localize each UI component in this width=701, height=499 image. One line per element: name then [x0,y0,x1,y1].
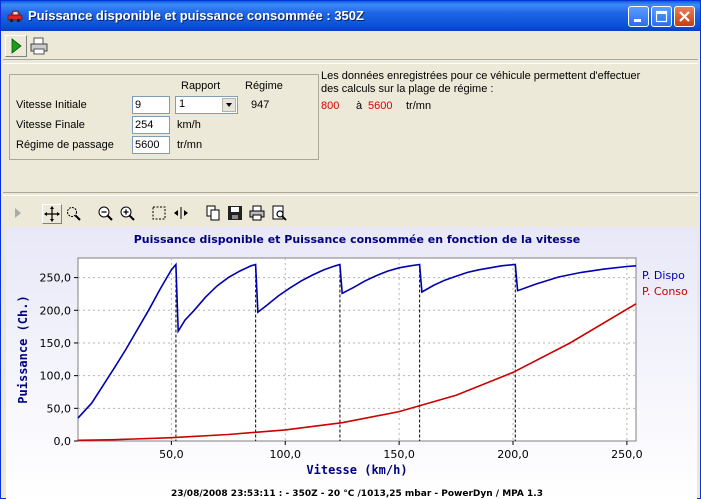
range-unit: tr/mn [406,100,432,112]
regime-passage-input[interactable]: 5600 [132,136,170,154]
vitesse-finale-input[interactable]: 254 [132,116,170,134]
y-tick-label: 50,0 [47,402,72,415]
info-line-1: Les données enregistrées pour ce véhicul… [321,70,641,82]
minimize-button[interactable] [628,6,649,27]
car-app-icon [7,10,23,23]
minimize-icon [634,19,641,22]
title-bar[interactable]: Puissance disponible et puissance consom… [1,1,700,31]
y-tick-label: 0,0 [54,435,72,448]
chart-play-button[interactable] [9,204,29,224]
run-button[interactable] [5,35,27,57]
zoom-tool-button[interactable] [64,204,84,224]
rapport-value: 1 [179,98,186,110]
move-icon [44,206,60,222]
print-preview-icon [272,205,287,221]
chart-toolbar [7,201,697,227]
x-tick-label: 200,0 [497,448,529,461]
vitesse-unit: km/h [177,119,201,131]
rapport-header: Rapport [181,80,221,92]
chart-footer: 23/08/2008 23:53:11 : - 350Z - 20 °C /10… [171,489,543,499]
vitesse-finale-label: Vitesse Finale [16,119,85,131]
selection-icon [152,206,166,220]
play-icon [15,208,21,218]
save-icon [228,206,242,220]
range-min: 800 [321,100,340,112]
printer-icon [249,205,265,221]
range-max: 5600 [368,100,393,112]
chevron-down-icon [226,103,232,107]
power-chart[interactable]: Puissance disponible et Puissance consom… [6,227,697,499]
x-tick-label: 50,0 [159,448,184,461]
window-title: Puissance disponible et puissance consom… [28,8,364,23]
regime-unit: tr/mn [177,139,203,151]
chart-title: Puissance disponible et Puissance consom… [134,233,581,246]
chart-print-button[interactable] [248,204,268,224]
x-tick-label: 100,0 [270,448,302,461]
y-tick-label: 250,0 [40,272,72,285]
close-button[interactable] [674,6,695,27]
main-toolbar [3,32,698,60]
legend-conso: P. Conso [642,285,688,298]
y-tick-label: 100,0 [40,370,72,383]
x-axis-label: Vitesse (km/h) [306,463,407,477]
y-axis-label: Puissance (Ch.) [16,295,30,403]
regime-passage-label: Régime de passage [16,139,114,151]
parameters-panel: Rapport Régime Vitesse Initiale 9 1 947 … [3,63,698,191]
save-button[interactable] [226,204,246,224]
zoom-out-button[interactable] [96,204,116,224]
copy-icon [206,205,220,221]
y-tick-label: 200,0 [40,304,72,317]
splitter[interactable] [3,192,698,196]
maximize-button[interactable] [651,6,672,27]
close-icon [679,11,690,22]
x-tick-label: 250,0 [611,448,643,461]
legend-dispo: P. Dispo [642,269,685,282]
series-dispo-line [77,262,637,419]
zoom-in-button[interactable] [118,204,138,224]
print-button[interactable] [28,35,50,57]
print-preview-button[interactable] [270,204,290,224]
zoom-area-icon [67,207,81,221]
copy-button[interactable] [204,204,224,224]
rapport-select[interactable]: 1 [175,96,238,114]
regime-value: 947 [251,99,270,111]
regime-header: Régime [245,80,283,92]
series-conso-line [77,303,637,442]
x-tick-label: 150,0 [383,448,415,461]
play-icon [11,38,22,54]
zoom-in-icon [120,206,135,221]
parameters-group: Rapport Régime Vitesse Initiale 9 1 947 … [9,74,319,160]
select-area-button[interactable] [150,204,170,224]
zoom-out-icon [98,206,113,221]
vitesse-initiale-input[interactable]: 9 [132,96,170,114]
y-tick-label: 150,0 [40,337,72,350]
dropdown-button[interactable] [222,98,236,112]
maximize-icon [655,10,668,23]
vitesse-initiale-label: Vitesse Initiale [16,99,87,111]
chart-panel: Puissance disponible et Puissance consom… [6,227,697,499]
range-separator: à [356,100,363,112]
info-line-2: des calculs sur la plage de régime : [321,83,494,95]
fit-width-button[interactable] [172,204,192,224]
printer-icon [30,37,48,55]
fit-horizontal-icon [174,207,188,219]
pan-tool-button[interactable] [42,204,62,224]
